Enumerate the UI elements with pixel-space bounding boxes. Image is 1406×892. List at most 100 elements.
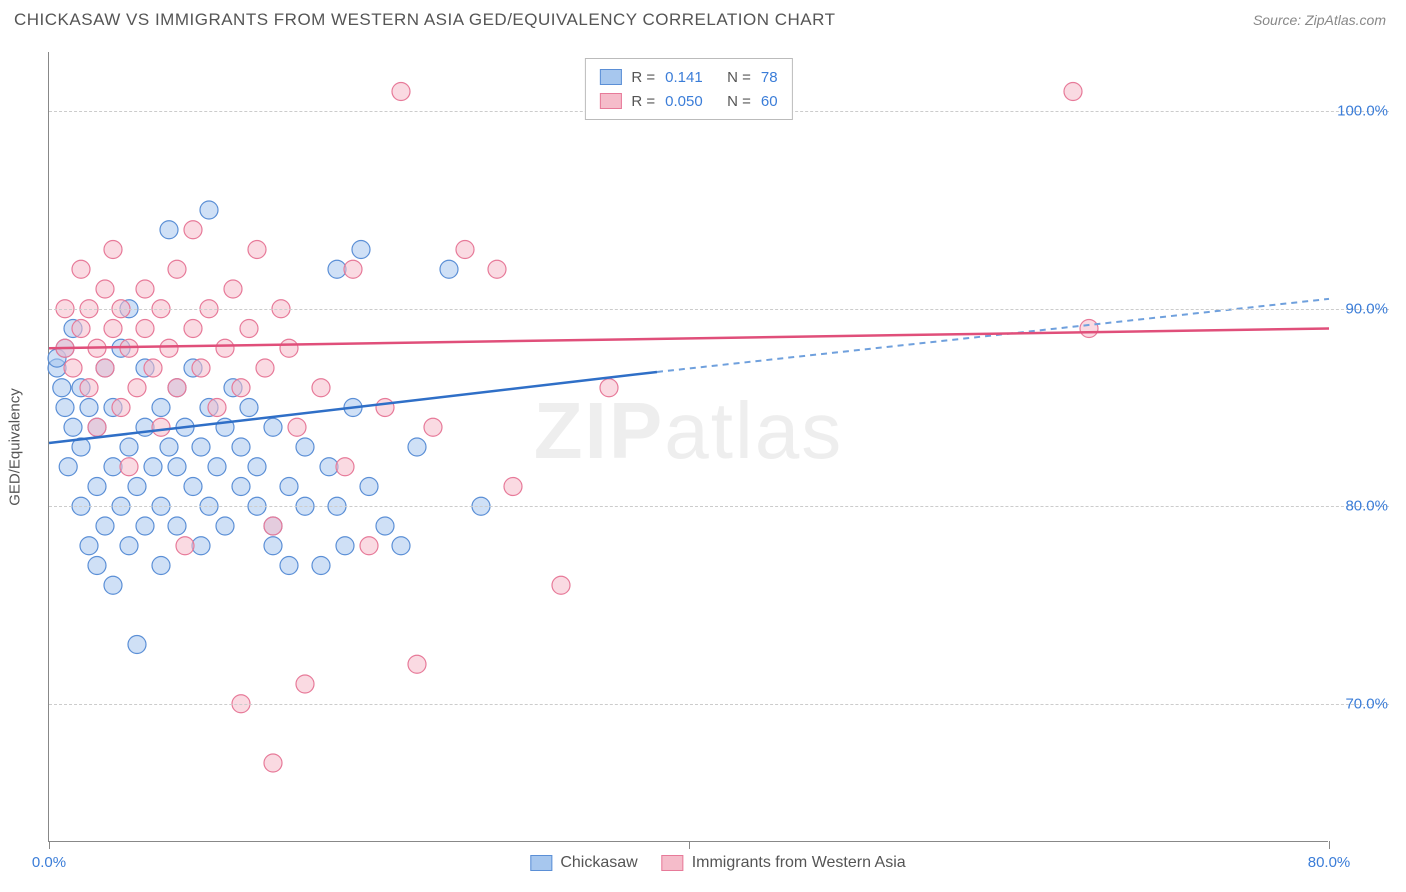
data-point [256, 359, 274, 377]
data-point [352, 241, 370, 259]
data-point [376, 399, 394, 417]
data-point [296, 675, 314, 693]
data-point [88, 418, 106, 436]
data-point [288, 418, 306, 436]
data-point [280, 478, 298, 496]
data-point [232, 438, 250, 456]
data-point [504, 478, 522, 496]
data-point [232, 478, 250, 496]
data-point [184, 320, 202, 338]
data-point [184, 221, 202, 239]
data-point [59, 458, 77, 476]
data-point [104, 458, 122, 476]
data-point [216, 517, 234, 535]
legend-bottom-swatch-2 [662, 855, 684, 871]
data-point [144, 458, 162, 476]
data-point [208, 458, 226, 476]
legend-item-1: Chickasaw [530, 854, 637, 872]
data-point [192, 359, 210, 377]
source-label: Source: ZipAtlas.com [1253, 12, 1386, 28]
gridline [49, 309, 1389, 310]
data-point [280, 557, 298, 575]
data-point [408, 438, 426, 456]
data-point [120, 438, 138, 456]
data-point [120, 537, 138, 555]
legend-stats: R =0.141 N =78 R =0.050 N =60 [584, 58, 792, 120]
chart-title: CHICKASAW VS IMMIGRANTS FROM WESTERN ASI… [14, 10, 836, 30]
y-tick-label: 70.0% [1345, 695, 1388, 712]
x-tick [689, 841, 690, 849]
data-point [200, 201, 218, 219]
scatter-svg [49, 52, 1329, 842]
data-point [64, 359, 82, 377]
data-point [160, 438, 178, 456]
data-point [392, 83, 410, 101]
data-point [104, 320, 122, 338]
data-point [248, 241, 266, 259]
data-point [376, 517, 394, 535]
data-point [96, 280, 114, 298]
data-point [176, 537, 194, 555]
data-point [80, 399, 98, 417]
x-tick [49, 841, 50, 849]
data-point [440, 260, 458, 278]
data-point [152, 399, 170, 417]
gridline [49, 506, 1389, 507]
data-point [192, 537, 210, 555]
legend-item-2: Immigrants from Western Asia [662, 854, 906, 872]
legend-stats-row-1: R =0.141 N =78 [599, 65, 777, 89]
legend-swatch-2 [599, 93, 621, 109]
data-point [96, 359, 114, 377]
data-point [192, 438, 210, 456]
data-point [208, 399, 226, 417]
r-value-2: 0.050 [665, 93, 715, 110]
data-point [392, 537, 410, 555]
data-point [216, 339, 234, 357]
data-point [312, 379, 330, 397]
data-point [312, 557, 330, 575]
data-point [152, 418, 170, 436]
data-point [128, 379, 146, 397]
data-point [264, 537, 282, 555]
legend-label-2: Immigrants from Western Asia [692, 854, 906, 872]
data-point [72, 260, 90, 278]
data-point [240, 320, 258, 338]
data-point [128, 478, 146, 496]
y-axis-label: GED/Equivalency [7, 388, 24, 506]
data-point [120, 458, 138, 476]
data-point [336, 537, 354, 555]
data-point [104, 241, 122, 259]
data-point [424, 418, 442, 436]
data-point [80, 379, 98, 397]
data-point [240, 399, 258, 417]
data-point [88, 478, 106, 496]
data-point [232, 379, 250, 397]
data-point [336, 458, 354, 476]
data-point [184, 478, 202, 496]
data-point [64, 418, 82, 436]
data-point [360, 537, 378, 555]
legend-label-1: Chickasaw [560, 854, 637, 872]
data-point [264, 754, 282, 772]
data-point [360, 478, 378, 496]
data-point [136, 320, 154, 338]
data-point [112, 399, 130, 417]
data-point [168, 260, 186, 278]
data-point [408, 655, 426, 673]
data-point [168, 458, 186, 476]
data-point [168, 517, 186, 535]
data-point [552, 576, 570, 594]
legend-bottom-swatch-1 [530, 855, 552, 871]
gridline [49, 704, 1389, 705]
data-point [1080, 320, 1098, 338]
data-point [280, 339, 298, 357]
data-point [328, 260, 346, 278]
y-tick-label: 90.0% [1345, 300, 1388, 317]
data-point [248, 458, 266, 476]
x-tick-label: 0.0% [32, 854, 66, 871]
data-point [136, 280, 154, 298]
data-point [88, 557, 106, 575]
data-point [264, 418, 282, 436]
data-point [152, 557, 170, 575]
data-point [96, 517, 114, 535]
